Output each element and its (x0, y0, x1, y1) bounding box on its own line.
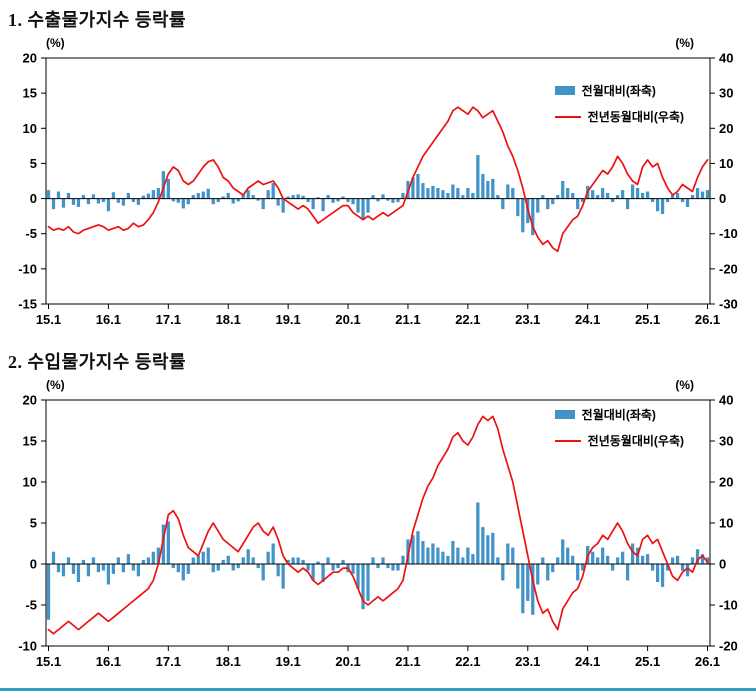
svg-text:21.1: 21.1 (395, 654, 420, 669)
legend-item-mom: 전월대비(좌축) (554, 82, 684, 99)
svg-text:-5: -5 (25, 226, 37, 241)
legend-item-yoy: 전년동월대비(우축) (554, 432, 684, 449)
svg-text:25.1: 25.1 (635, 654, 660, 669)
svg-text:10: 10 (719, 516, 733, 531)
legend-label-mom: 전월대비(좌축) (581, 84, 656, 98)
import-chart-plot: 20 15 10 5 0 -5 -10 40 30 20 10 0 -10 -20 15.1 16.1 17.1… (18, 393, 738, 670)
svg-text:15.1: 15.1 (36, 654, 61, 669)
export-left-axis-unit: (%) (46, 36, 65, 50)
svg-text:23.1: 23.1 (515, 312, 540, 327)
svg-text:-10: -10 (18, 639, 37, 654)
import-price-chart-block: 2. 수입물가지수 등락률 (%) (%) 20 15 10 5 0 -5 -10 40 30 2… (0, 348, 756, 674)
bar-swatch-icon (554, 86, 575, 95)
svg-text:5: 5 (30, 516, 37, 531)
svg-text:40: 40 (719, 393, 733, 408)
svg-text:20.1: 20.1 (335, 312, 360, 327)
import-right-axis-unit: (%) (675, 378, 694, 392)
svg-text:20: 20 (719, 121, 733, 136)
legend-item-mom: 전월대비(좌축) (554, 406, 684, 423)
svg-text:25.1: 25.1 (635, 312, 660, 327)
svg-text:-15: -15 (18, 297, 37, 312)
legend-label-mom: 전월대비(좌축) (581, 408, 656, 422)
svg-text:16.1: 16.1 (96, 312, 121, 327)
import-left-axis-unit: (%) (46, 378, 65, 392)
export-price-chart-block: 1. 수출물가지수 등락률 (%) (%) 20 15 10 5 0 -5 -10 -15 40… (0, 6, 756, 332)
svg-text:20: 20 (23, 51, 37, 66)
svg-text:24.1: 24.1 (575, 654, 600, 669)
svg-text:15.1: 15.1 (36, 312, 61, 327)
svg-text:-10: -10 (18, 261, 37, 276)
svg-text:26.1: 26.1 (695, 654, 720, 669)
svg-text:0: 0 (30, 557, 37, 572)
svg-text:15: 15 (23, 434, 37, 449)
import-chart-legend: 전월대비(좌축) 전년동월대비(우축) (554, 406, 684, 449)
svg-text:22.1: 22.1 (455, 312, 480, 327)
svg-text:5: 5 (30, 156, 37, 171)
svg-text:-20: -20 (719, 261, 738, 276)
svg-text:17.1: 17.1 (156, 654, 181, 669)
svg-text:22.1: 22.1 (455, 654, 480, 669)
bar-swatch-icon (554, 410, 575, 419)
svg-text:-10: -10 (719, 598, 738, 613)
legend-label-yoy: 전년동월대비(우축) (587, 434, 684, 448)
svg-text:23.1: 23.1 (515, 654, 540, 669)
svg-text:19.1: 19.1 (275, 312, 300, 327)
svg-text:17.1: 17.1 (156, 312, 181, 327)
svg-text:40: 40 (719, 51, 733, 66)
svg-text:16.1: 16.1 (96, 654, 121, 669)
line-swatch-icon (554, 439, 581, 442)
svg-text:18.1: 18.1 (216, 312, 241, 327)
svg-text:15: 15 (23, 86, 37, 101)
svg-text:-10: -10 (719, 226, 738, 241)
svg-text:30: 30 (719, 434, 733, 449)
svg-text:0: 0 (719, 191, 726, 206)
svg-text:20: 20 (23, 393, 37, 408)
svg-text:-20: -20 (719, 639, 738, 654)
svg-text:19.1: 19.1 (275, 654, 300, 669)
export-right-axis-unit: (%) (675, 36, 694, 50)
legend-item-yoy: 전년동월대비(우축) (554, 108, 684, 125)
import-chart-title: 2. 수입물가지수 등락률 (8, 352, 187, 372)
svg-text:26.1: 26.1 (695, 312, 720, 327)
svg-text:30: 30 (719, 86, 733, 101)
footer-rule (0, 688, 756, 691)
legend-label-yoy: 전년동월대비(우축) (587, 110, 684, 124)
line-swatch-icon (554, 115, 581, 118)
export-chart-legend: 전월대비(좌축) 전년동월대비(우축) (554, 82, 684, 125)
export-chart-plot: 20 15 10 5 0 -5 -10 -15 40 30 20 10 0 -10 -20 -30 15.1 16… (18, 51, 738, 328)
svg-text:-5: -5 (25, 598, 37, 613)
svg-text:0: 0 (719, 557, 726, 572)
svg-text:10: 10 (719, 156, 733, 171)
svg-text:21.1: 21.1 (395, 312, 420, 327)
svg-text:10: 10 (23, 121, 37, 136)
svg-text:24.1: 24.1 (575, 312, 600, 327)
export-chart-area: (%) (%) 20 15 10 5 0 -5 -10 -15 40 30 20 10 0 -10 -20 -… (0, 32, 756, 332)
export-chart-title: 1. 수출물가지수 등락률 (8, 10, 187, 30)
svg-text:0: 0 (30, 191, 37, 206)
import-chart-area: (%) (%) 20 15 10 5 0 -5 -10 40 30 20 10 0 -10 -20 15.1… (0, 374, 756, 674)
svg-text:-30: -30 (719, 297, 738, 312)
svg-text:10: 10 (23, 475, 37, 490)
svg-text:20.1: 20.1 (335, 654, 360, 669)
svg-text:18.1: 18.1 (216, 654, 241, 669)
svg-text:20: 20 (719, 475, 733, 490)
